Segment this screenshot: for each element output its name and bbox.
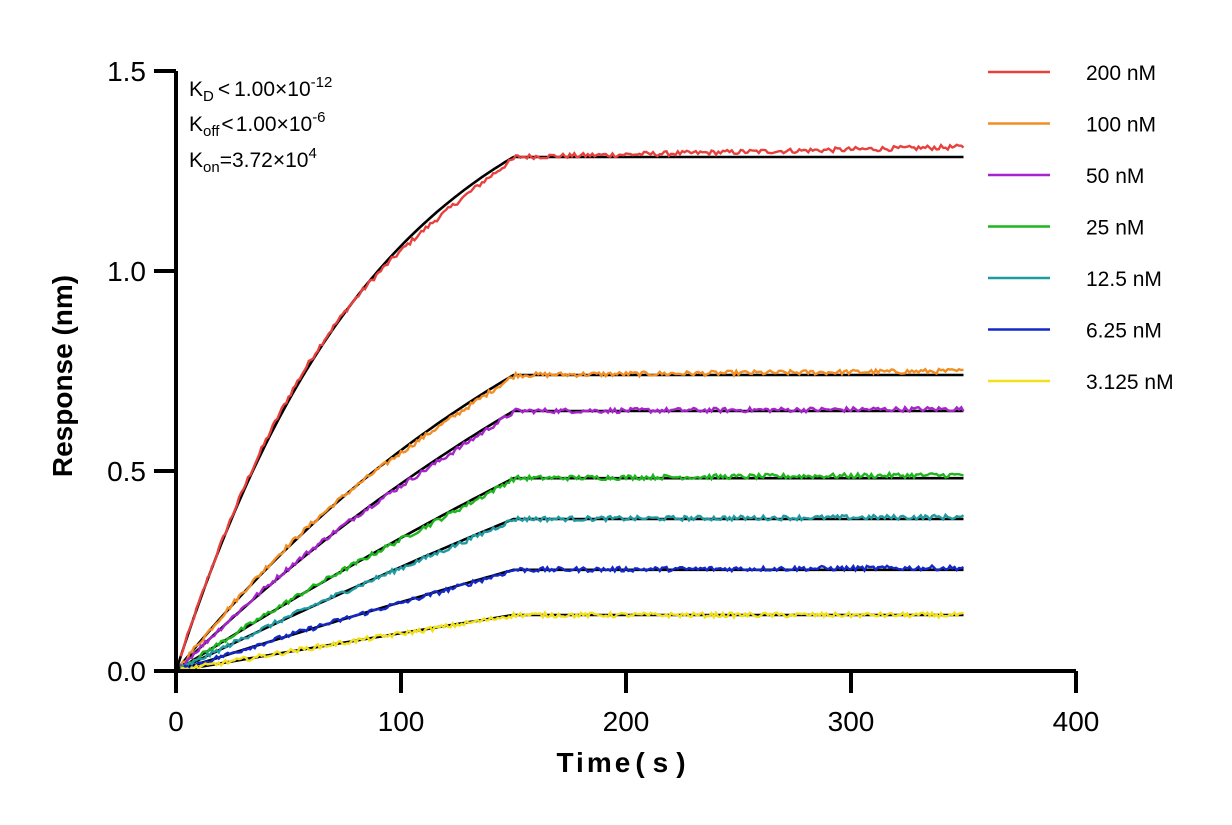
kd-k: K xyxy=(189,78,203,101)
kd-annotation: KD <1.00×10-12 xyxy=(189,74,332,105)
measured-curve-25-nM xyxy=(180,470,964,669)
kon-k: K xyxy=(189,149,203,172)
measured-curve-6-25-nM xyxy=(179,563,965,674)
y-tick-label: 1.5 xyxy=(107,56,146,87)
measured-curve-100-nM xyxy=(179,367,964,668)
legend-label: 50 nM xyxy=(1086,165,1144,188)
fit-curve-100-nM xyxy=(174,373,964,672)
kd-exp: -12 xyxy=(311,74,333,91)
y-axis-title: Response (nm) xyxy=(47,275,78,477)
legend-label: 100 nM xyxy=(1086,114,1156,137)
kon-sub: on xyxy=(203,159,220,176)
koff-exp: -6 xyxy=(312,109,325,126)
koff-base: 1.00×10 xyxy=(236,113,313,136)
fit-curve-25-nM xyxy=(175,476,964,673)
fit-curve-3-125-nM xyxy=(175,613,964,673)
x-axis-title-name: Time xyxy=(556,747,633,778)
kon-rel: = xyxy=(220,149,232,172)
legend: 200 nM 100 nM 50 nM 25 nM 12.5 nM 6.25 nM 3.12… xyxy=(988,62,1174,394)
kd-base: 1.00×10 xyxy=(234,78,311,101)
x-axis-title: Time( s) xyxy=(556,747,685,778)
y-tick-label: 1.0 xyxy=(107,256,146,287)
legend-label: 25 nM xyxy=(1086,217,1144,240)
fit-curve-200-nM xyxy=(174,155,964,672)
fit-curves xyxy=(174,155,964,673)
x-tick-label: 400 xyxy=(1053,706,1100,737)
measured-curve-200-nM xyxy=(179,142,965,657)
y-axis-ticks: 0.0 0.5 1.0 1.5 xyxy=(107,56,176,687)
x-tick-label: 300 xyxy=(828,706,875,737)
measured-curve-50-nM xyxy=(179,404,965,669)
kon-base: 3.72×10 xyxy=(232,149,309,172)
x-tick-label: 200 xyxy=(603,706,650,737)
x-axis-ticks: 0 100 200 300 400 xyxy=(168,671,1099,737)
x-axis-title-unit: s xyxy=(653,747,669,778)
measured-curves xyxy=(179,142,965,674)
koff-k: K xyxy=(189,113,203,136)
legend-label: 12.5 nM xyxy=(1086,268,1162,291)
kd-rel: < xyxy=(218,78,230,101)
measured-curve-12-5-nM xyxy=(179,512,965,671)
koff-annotation: Koff<1.00×10-6 xyxy=(189,109,326,140)
legend-label: 6.25 nM xyxy=(1086,320,1162,343)
legend-label: 3.125 nM xyxy=(1086,371,1174,394)
koff-rel: < xyxy=(221,113,233,136)
kd-sub: D xyxy=(203,88,214,105)
y-tick-label: 0.5 xyxy=(107,456,146,487)
x-axis-title-close-paren: ) xyxy=(676,747,685,778)
kon-annotation: Kon=3.72×104 xyxy=(189,145,317,176)
measured-curve-3-125-nM xyxy=(180,610,964,673)
fit-curve-6-25-nM xyxy=(175,568,964,673)
y-tick-label: 0.0 xyxy=(107,656,146,687)
koff-sub: off xyxy=(203,123,220,140)
x-tick-label: 100 xyxy=(378,706,425,737)
x-tick-label: 0 xyxy=(168,706,184,737)
x-axis-title-open-paren: ( xyxy=(635,747,645,778)
legend-label: 200 nM xyxy=(1086,62,1156,85)
kon-exp: 4 xyxy=(308,145,316,162)
